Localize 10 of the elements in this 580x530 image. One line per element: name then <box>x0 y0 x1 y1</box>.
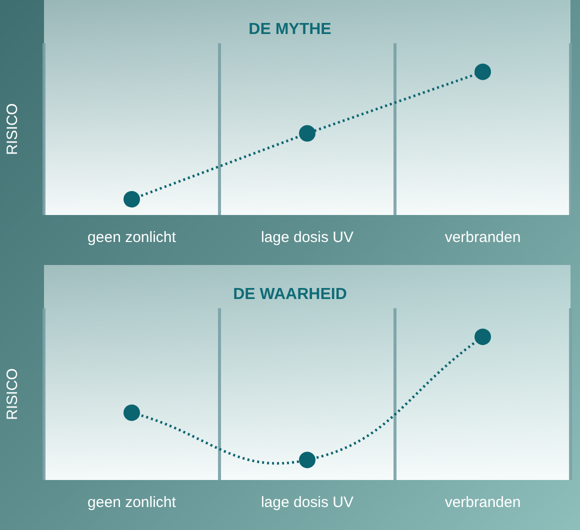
x-tick-label: lage dosis UV <box>260 494 354 512</box>
x-tick-label: verbranden <box>444 229 521 246</box>
chart-title: DE MYTHE <box>248 21 332 38</box>
x-tick-label: geen zonlicht <box>88 494 177 512</box>
x-tick-label: verbranden <box>444 494 521 512</box>
y-axis-title: RISICO <box>4 103 22 155</box>
chart-title: DE WAARHEID <box>233 286 347 304</box>
x-tick-label: lage dosis UV <box>260 229 354 246</box>
y-axis-title: RISICO <box>4 368 22 420</box>
x-tick-label: geen zonlicht <box>88 229 177 246</box>
